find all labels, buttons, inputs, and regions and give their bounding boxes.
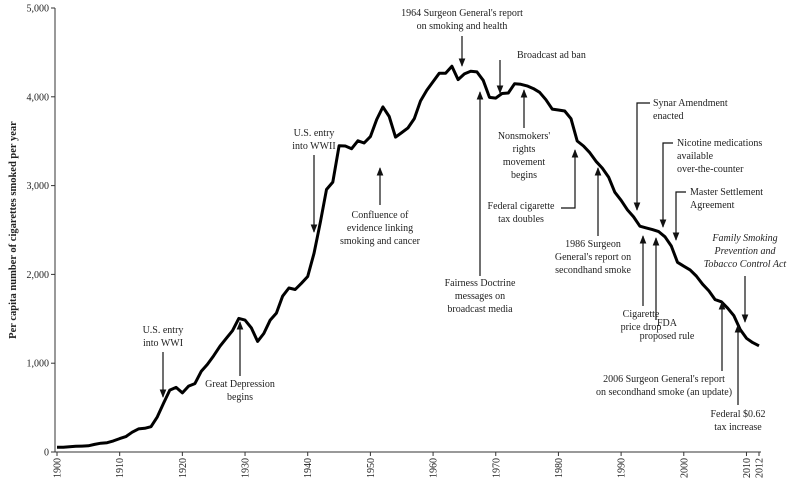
annotation: price drop: [621, 322, 662, 333]
annotation: Great Depression: [205, 379, 275, 390]
annotation: over-the-counter: [677, 164, 744, 175]
annotation: enacted: [653, 111, 684, 122]
annotation: into WWI: [143, 338, 183, 349]
annotation: on smoking and health: [417, 21, 508, 32]
y-axis-label: Per capita number of cigarettes smoked p…: [8, 121, 19, 339]
annotation: movement: [503, 157, 545, 168]
x-tick-label: 1950: [366, 458, 377, 478]
annotation: available: [677, 151, 714, 162]
y-tick-label: 4,000: [27, 92, 50, 103]
annotation: tax increase: [714, 422, 762, 433]
annotation: Nicotine medications: [677, 138, 762, 149]
annotation: Agreement: [690, 200, 735, 211]
annotation: smoking and cancer: [340, 236, 421, 247]
annotation: Synar Amendment: [653, 98, 728, 109]
annotation: rights: [513, 144, 536, 155]
annotation: tax doubles: [498, 214, 544, 225]
annotation: 1986 Surgeon: [565, 239, 621, 250]
annotation: on secondhand smoke (an update): [596, 387, 732, 398]
x-tick-label: 1940: [303, 458, 314, 478]
y-tick-label: 2,000: [27, 270, 50, 281]
annotation: into WWII: [292, 141, 335, 152]
x-tick-label: 1980: [554, 458, 565, 478]
annotation: Tobacco Control Act: [704, 259, 787, 270]
x-tick-label: 1910: [115, 458, 126, 478]
arrow: [672, 191, 686, 241]
annotation: Federal $0.62: [711, 409, 766, 420]
annotation: broadcast media: [447, 304, 513, 315]
arrow: [561, 149, 579, 209]
annotation: Family Smoking: [711, 233, 777, 244]
annotation: FDA: [657, 318, 678, 329]
annotation: Federal cigarette: [488, 201, 555, 212]
x-tick-label: 1990: [617, 458, 628, 478]
annotation: secondhand smoke: [555, 265, 631, 276]
annotation: begins: [511, 170, 537, 181]
annotation: Prevention and: [713, 246, 776, 257]
annotation: Confluence of: [352, 210, 410, 221]
annotation: Fairness Doctrine: [445, 278, 516, 289]
y-tick-label: 0: [44, 448, 49, 459]
x-tick-label: 1960: [429, 458, 440, 478]
x-tick-label: 1970: [491, 458, 502, 478]
x-tick-label: 1930: [241, 458, 252, 478]
y-tick-label: 3,000: [27, 181, 50, 192]
arrow: [659, 142, 673, 228]
x-tick-label: 2000: [679, 458, 690, 478]
y-tick-label: 1,000: [27, 359, 50, 370]
annotation: evidence linking: [347, 223, 413, 234]
annotation: 2006 Surgeon General's report: [603, 374, 725, 385]
arrow: [633, 102, 650, 211]
annotation: Broadcast ad ban: [517, 50, 586, 61]
annotation: U.S. entry: [143, 325, 184, 336]
annotation: U.S. entry: [294, 128, 335, 139]
annotation: Master Settlement: [690, 187, 763, 198]
annotation: begins: [227, 392, 253, 403]
y-tick-label: 5,000: [27, 4, 50, 15]
x-tick-label: 2010: [742, 458, 753, 478]
annotation: proposed rule: [640, 331, 695, 342]
x-tick-label: 1920: [178, 458, 189, 478]
annotation: messages on: [455, 291, 505, 302]
data-line: [56, 64, 760, 449]
annotation: Nonsmokers': [498, 131, 551, 142]
annotation: 1964 Surgeon General's report: [401, 8, 523, 19]
x-tick-label: 2012: [755, 458, 766, 478]
annotation: Cigarette: [623, 309, 660, 320]
x-tick-label: 1900: [53, 458, 64, 478]
annotation: General's report on: [555, 252, 631, 263]
